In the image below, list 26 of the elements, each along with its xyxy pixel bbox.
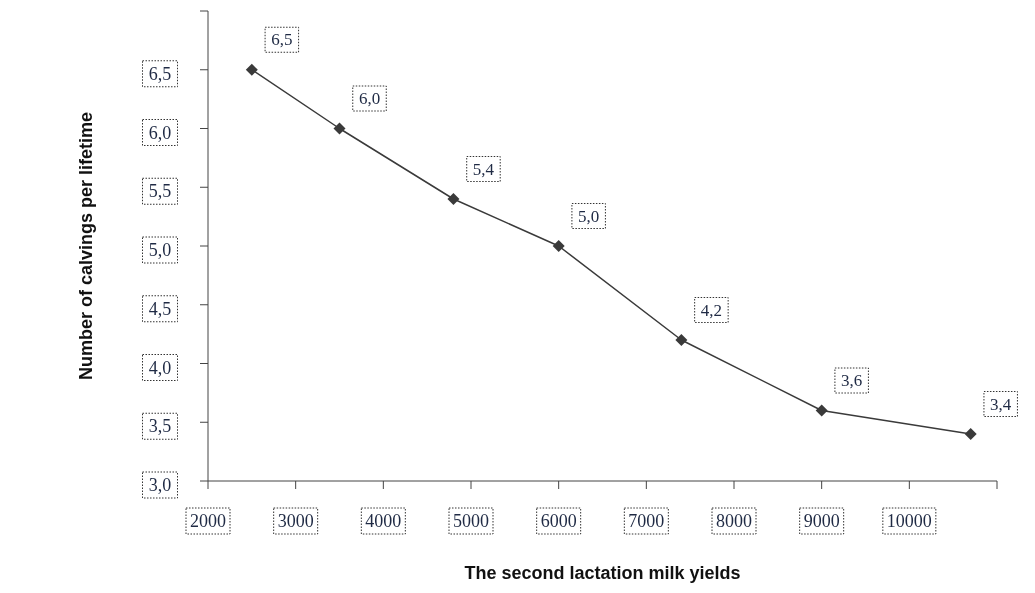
data-label: 4,2 — [700, 300, 723, 320]
x-tick-label: 5000 — [453, 511, 489, 531]
x-tick-label: 8000 — [716, 511, 752, 531]
y-tick-label: 4,0 — [148, 357, 172, 378]
x-tick-label: 2000 — [190, 511, 226, 531]
y-tick-label: 5,5 — [148, 181, 172, 202]
y-axis-title: Number of calvings per lifetime — [76, 111, 97, 381]
x-tick-label: 7000 — [628, 511, 665, 531]
y-tick-label: 5,0 — [148, 240, 172, 260]
x-tick-label: 3000 — [277, 511, 314, 531]
y-tick-label: 6,0 — [148, 122, 172, 143]
y-tick-label: 6,5 — [148, 63, 172, 84]
data-label: 3,4 — [990, 394, 1012, 414]
x-tick-label: 4000 — [365, 511, 402, 531]
y-tick-label: 4,5 — [148, 298, 172, 319]
data-label: 3,6 — [841, 371, 863, 390]
x-tick-label: 6000 — [540, 511, 577, 531]
x-tick-label: 10000 — [886, 511, 932, 531]
y-tick-label: 3,5 — [148, 416, 172, 437]
x-tick-label: 9000 — [803, 511, 840, 531]
data-label: 6,0 — [358, 89, 381, 108]
y-tick-label: 3,0 — [148, 475, 172, 495]
data-label: 6,5 — [271, 30, 293, 50]
data-label: 5,0 — [578, 206, 600, 226]
x-axis-title: The second lactation milk yields — [464, 563, 741, 583]
data-label: 5,4 — [472, 159, 495, 179]
